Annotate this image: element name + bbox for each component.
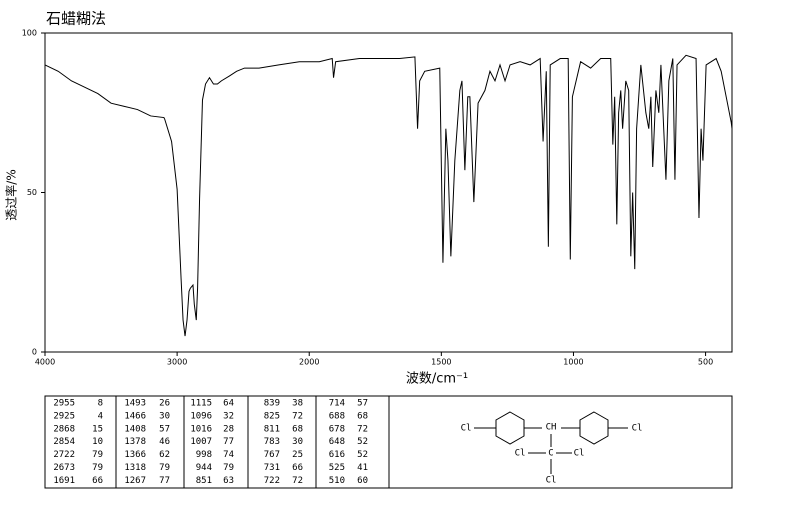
peak-transmittance: 68 (292, 424, 303, 434)
peak-transmittance: 68 (357, 411, 368, 421)
x-tick-label: 3000 (167, 358, 187, 367)
peak-wavenumber: 1466 (124, 411, 146, 421)
peak-wavenumber: 1115 (190, 399, 212, 409)
peak-transmittance: 30 (292, 437, 303, 447)
peak-wavenumber: 2868 (53, 424, 75, 434)
peak-transmittance: 72 (292, 411, 303, 421)
spectrum-line (44, 54, 733, 337)
peak-wavenumber: 2955 (53, 399, 75, 409)
peak-transmittance: 60 (357, 476, 368, 486)
peak-transmittance: 63 (223, 476, 234, 486)
peak-wavenumber: 1096 (190, 411, 212, 421)
x-tick-label: 1500 (431, 358, 451, 367)
peak-wavenumber: 1493 (124, 399, 146, 409)
peak-transmittance: 57 (357, 399, 368, 409)
peak-transmittance: 66 (292, 463, 303, 473)
peak-transmittance: 4 (98, 411, 103, 421)
x-tick-label: 1000 (563, 358, 583, 367)
peak-wavenumber: 731 (264, 463, 280, 473)
y-tick-label: 100 (22, 29, 37, 38)
peak-transmittance: 30 (159, 411, 170, 421)
peak-transmittance: 28 (223, 424, 234, 434)
atom-label: Cl (574, 449, 585, 459)
peak-wavenumber: 510 (329, 476, 345, 486)
peak-transmittance: 62 (159, 450, 170, 460)
structure (474, 411, 628, 474)
peak-wavenumber: 2854 (53, 437, 75, 447)
chart-title: 石蜡糊法 (46, 10, 106, 28)
atom-label: C (548, 449, 553, 459)
peak-transmittance: 8 (98, 399, 103, 409)
peak-transmittance: 52 (357, 450, 368, 460)
peak-wavenumber: 2925 (53, 411, 75, 421)
peak-transmittance: 38 (292, 399, 303, 409)
peak-wavenumber: 944 (196, 463, 212, 473)
peak-wavenumber: 783 (264, 437, 280, 447)
peak-transmittance: 52 (357, 437, 368, 447)
peak-wavenumber: 648 (329, 437, 345, 447)
peak-wavenumber: 1016 (190, 424, 212, 434)
y-tick-label: 0 (32, 348, 37, 357)
peak-transmittance: 79 (92, 463, 103, 473)
peak-wavenumber: 2673 (53, 463, 75, 473)
peak-wavenumber: 1378 (124, 437, 146, 447)
peak-transmittance: 57 (159, 424, 170, 434)
peak-wavenumber: 851 (196, 476, 212, 486)
atom-label: Cl (546, 476, 557, 486)
peak-wavenumber: 722 (264, 476, 280, 486)
peak-wavenumber: 1007 (190, 437, 212, 447)
peak-wavenumber: 678 (329, 424, 345, 434)
peak-transmittance: 10 (92, 437, 103, 447)
y-tick-label: 50 (27, 188, 37, 197)
peak-transmittance: 64 (223, 399, 234, 409)
peak-wavenumber: 2722 (53, 450, 75, 460)
peak-wavenumber: 1366 (124, 450, 146, 460)
peak-transmittance: 77 (159, 476, 170, 486)
peak-wavenumber: 998 (196, 450, 212, 460)
ring (579, 411, 609, 445)
peak-wavenumber: 525 (329, 463, 345, 473)
y-axis-label: 透过率/% (4, 169, 19, 220)
peak-wavenumber: 688 (329, 411, 345, 421)
peak-transmittance: 79 (159, 463, 170, 473)
peak-wavenumber: 811 (264, 424, 280, 434)
peak-transmittance: 26 (159, 399, 170, 409)
peak-transmittance: 41 (357, 463, 368, 473)
x-tick-label: 500 (698, 358, 713, 367)
peak-transmittance: 79 (92, 450, 103, 460)
peak-table (44, 395, 733, 489)
peak-transmittance: 25 (292, 450, 303, 460)
atom-label: CH (546, 423, 557, 433)
peak-transmittance: 32 (223, 411, 234, 421)
peak-transmittance: 15 (92, 424, 103, 434)
peak-transmittance: 74 (223, 450, 234, 460)
peak-transmittance: 79 (223, 463, 234, 473)
plot-frame (44, 32, 733, 353)
peak-transmittance: 72 (292, 476, 303, 486)
peak-wavenumber: 1318 (124, 463, 146, 473)
peak-transmittance: 66 (92, 476, 103, 486)
peak-wavenumber: 714 (329, 399, 345, 409)
peak-wavenumber: 1691 (53, 476, 75, 486)
x-tick-label: 4000 (35, 358, 55, 367)
peak-transmittance: 72 (357, 424, 368, 434)
peak-wavenumber: 616 (329, 450, 345, 460)
x-axis-label: 波数/cm⁻¹ (406, 372, 468, 387)
atom-label: Cl (461, 424, 472, 434)
peak-transmittance: 46 (159, 437, 170, 447)
atom-label: Cl (632, 424, 643, 434)
peak-wavenumber: 839 (264, 399, 280, 409)
atom-label: Cl (515, 449, 526, 459)
ring (495, 411, 525, 445)
peak-wavenumber: 825 (264, 411, 280, 421)
peak-wavenumber: 1408 (124, 424, 146, 434)
peak-wavenumber: 767 (264, 450, 280, 460)
peak-wavenumber: 1267 (124, 476, 146, 486)
x-tick-label: 2000 (299, 358, 319, 367)
peak-transmittance: 77 (223, 437, 234, 447)
